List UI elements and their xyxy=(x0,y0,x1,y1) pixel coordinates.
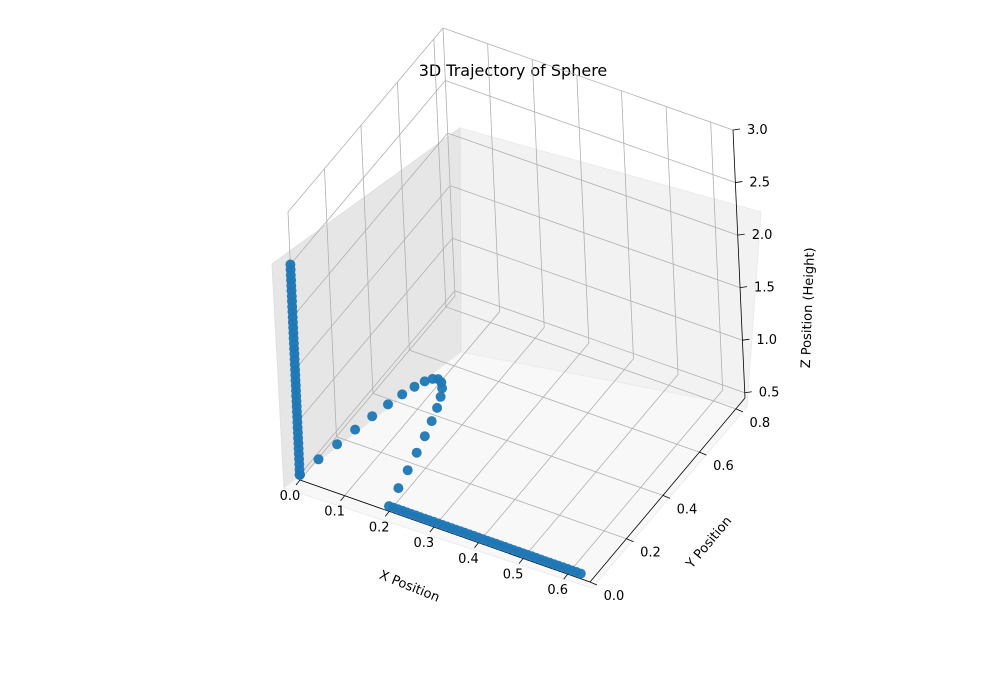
x-grid-back xyxy=(665,106,679,375)
trajectory-point xyxy=(435,391,446,402)
z-grid-back xyxy=(445,80,736,183)
z-tick-mark xyxy=(742,338,750,341)
z-grid-back xyxy=(447,132,738,236)
x-axis-label: X Position xyxy=(377,568,442,606)
grid-layer xyxy=(287,27,745,583)
y-tick-label: 0.2 xyxy=(640,546,661,561)
y-tick-mark xyxy=(735,408,744,413)
x-grid-floor xyxy=(522,374,679,559)
z-grid-side xyxy=(287,27,444,213)
z-grid-back xyxy=(454,290,745,394)
x-grid-back xyxy=(576,75,590,344)
y-grid-floor xyxy=(336,436,627,540)
trajectory-point xyxy=(432,402,443,413)
trajectory-point xyxy=(575,568,586,579)
x-grid-back xyxy=(442,27,456,297)
trajectory-point xyxy=(419,431,430,442)
z-tick-label: 0.5 xyxy=(759,386,780,401)
y-grid-floor xyxy=(372,393,664,496)
z-grid-back xyxy=(442,27,734,131)
trajectory-point xyxy=(419,376,430,387)
y-tick-mark xyxy=(589,581,598,586)
z-tick-label: 2.5 xyxy=(749,176,770,191)
z-tick-mark xyxy=(744,391,752,394)
trajectory-point xyxy=(393,483,404,494)
z-grid-back xyxy=(449,185,741,289)
z-tick-label: 2.0 xyxy=(752,228,773,243)
x-tick-mark xyxy=(429,526,435,533)
x-tick-mark xyxy=(563,573,569,580)
x-tick-label: 0.5 xyxy=(503,567,524,582)
y-tick-mark xyxy=(662,495,671,499)
x-grid-back xyxy=(710,122,724,391)
x-grid-back xyxy=(621,90,634,359)
axis-layer: 0.0 0.1 0.2 0.3 0.4 0.5 0.6 0.0 0.2 0.4 0.6 0.8 0.5 1… xyxy=(280,123,780,604)
trajectory-point xyxy=(397,389,408,400)
y-grid-side xyxy=(433,38,447,307)
trajectory-point xyxy=(409,381,420,392)
y-tick-label: 0.0 xyxy=(604,589,625,604)
z-tick-label: 1.5 xyxy=(754,281,775,296)
chart-title: 3D Trajectory of Sphere xyxy=(419,61,608,80)
z-grid-side xyxy=(297,237,453,423)
trajectory-point xyxy=(332,439,343,450)
trajectory-point xyxy=(411,447,422,458)
y-grid-floor xyxy=(445,306,737,410)
y-tick-label: 0.4 xyxy=(677,502,698,517)
x-grid-floor xyxy=(388,327,545,512)
x-grid-floor xyxy=(478,358,634,544)
x-tick-mark xyxy=(518,558,524,564)
z-tick-mark xyxy=(740,286,748,289)
x-tick-label: 0.1 xyxy=(324,505,345,520)
z-tick-label: 1.0 xyxy=(756,333,777,348)
y-tick-label: 0.6 xyxy=(713,459,734,474)
z-tick-mark xyxy=(735,181,743,183)
x-grid-floor xyxy=(344,311,500,496)
z-axis-line xyxy=(732,129,746,399)
z-axis-label: Z Position (Height) xyxy=(799,247,818,368)
trajectory-point xyxy=(402,465,413,476)
x-tick-mark xyxy=(474,542,479,549)
y-tick-label: 0.8 xyxy=(750,416,771,431)
y-grid-side xyxy=(397,82,410,351)
y-axis-line xyxy=(589,397,746,583)
x-grid-back xyxy=(487,43,501,312)
x-tick-mark xyxy=(384,511,390,517)
y-axis-label: Y Position xyxy=(683,514,735,572)
x-tick-label: 0.3 xyxy=(414,536,435,551)
z-tick-label: 3.0 xyxy=(747,123,768,138)
trajectory-point xyxy=(350,424,361,435)
y-grid-floor xyxy=(409,349,700,453)
trajectory-point xyxy=(294,469,305,480)
y-grid-side xyxy=(360,125,374,394)
trajectory-point xyxy=(367,411,378,422)
y-tick-mark xyxy=(699,451,707,456)
trajectory-point xyxy=(313,454,324,465)
z-grid-side xyxy=(299,290,456,476)
z-grid-side xyxy=(294,185,451,370)
trajectory-point xyxy=(426,416,437,427)
data-points xyxy=(285,259,586,579)
x-grid-floor xyxy=(567,389,723,575)
y-grid-side xyxy=(324,168,337,437)
y-tick-mark xyxy=(626,538,634,543)
x-tick-label: 0.6 xyxy=(547,583,568,598)
x-tick-mark xyxy=(340,495,345,501)
x-grid-floor xyxy=(299,295,456,481)
x-tick-label: 0.4 xyxy=(458,552,479,567)
trajectory-point xyxy=(383,399,393,410)
trajectory-point xyxy=(437,383,448,394)
x-tick-label: 0.2 xyxy=(369,520,390,535)
z-tick-mark xyxy=(732,128,741,131)
z-tick-mark xyxy=(737,233,745,236)
z-grid-side xyxy=(292,132,449,318)
x-grid-back xyxy=(531,59,545,328)
z-grid-back xyxy=(452,237,743,341)
x-tick-mark xyxy=(295,479,301,486)
z-grid-side xyxy=(290,80,446,265)
x-tick-label: 0.0 xyxy=(280,489,301,504)
x-grid-floor xyxy=(433,342,590,528)
